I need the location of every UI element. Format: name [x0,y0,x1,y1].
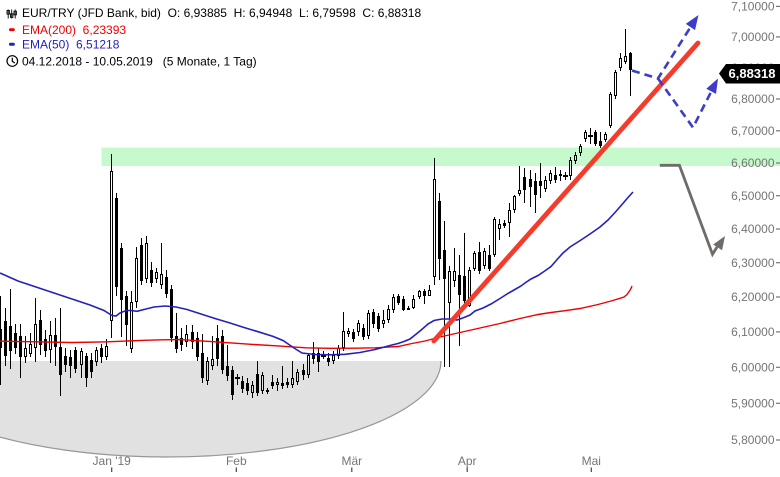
svg-text:6,10000: 6,10000 [731,325,775,339]
svg-text:Mär: Mär [341,454,362,468]
svg-text:Jan '19: Jan '19 [93,454,132,468]
svg-text:6,50000: 6,50000 [731,189,775,203]
svg-text:EUR/TRY (JFD Bank, bid) O: 6,: EUR/TRY (JFD Bank, bid) O: 6,93885 H: 6,… [22,6,421,20]
svg-text:6,60000: 6,60000 [731,156,775,170]
svg-text:EMA(50) 6,51218: EMA(50) 6,51218 [22,37,120,51]
svg-text:6,88318: 6,88318 [729,66,776,81]
svg-text:Apr: Apr [458,454,477,468]
svg-text:EMA(200) 6,23393: EMA(200) 6,23393 [22,23,126,37]
svg-text:7,10000: 7,10000 [731,0,775,14]
svg-text:6,20000: 6,20000 [731,290,775,304]
svg-text:Mai: Mai [582,454,601,468]
svg-text:6,40000: 6,40000 [731,222,775,236]
svg-text:5,80000: 5,80000 [731,433,775,447]
svg-text:6,70000: 6,70000 [731,124,775,138]
svg-text:5,90000: 5,90000 [731,397,775,411]
svg-text:Feb: Feb [226,454,247,468]
svg-text:7,00000: 7,00000 [731,30,775,44]
svg-text:6,80000: 6,80000 [731,92,775,106]
svg-text:04.12.2018 - 10.05.2019 (5 M: 04.12.2018 - 10.05.2019 (5 Monate, 1 Tag… [22,54,257,68]
svg-text:6,00000: 6,00000 [731,361,775,375]
svg-text:6,30000: 6,30000 [731,256,775,270]
